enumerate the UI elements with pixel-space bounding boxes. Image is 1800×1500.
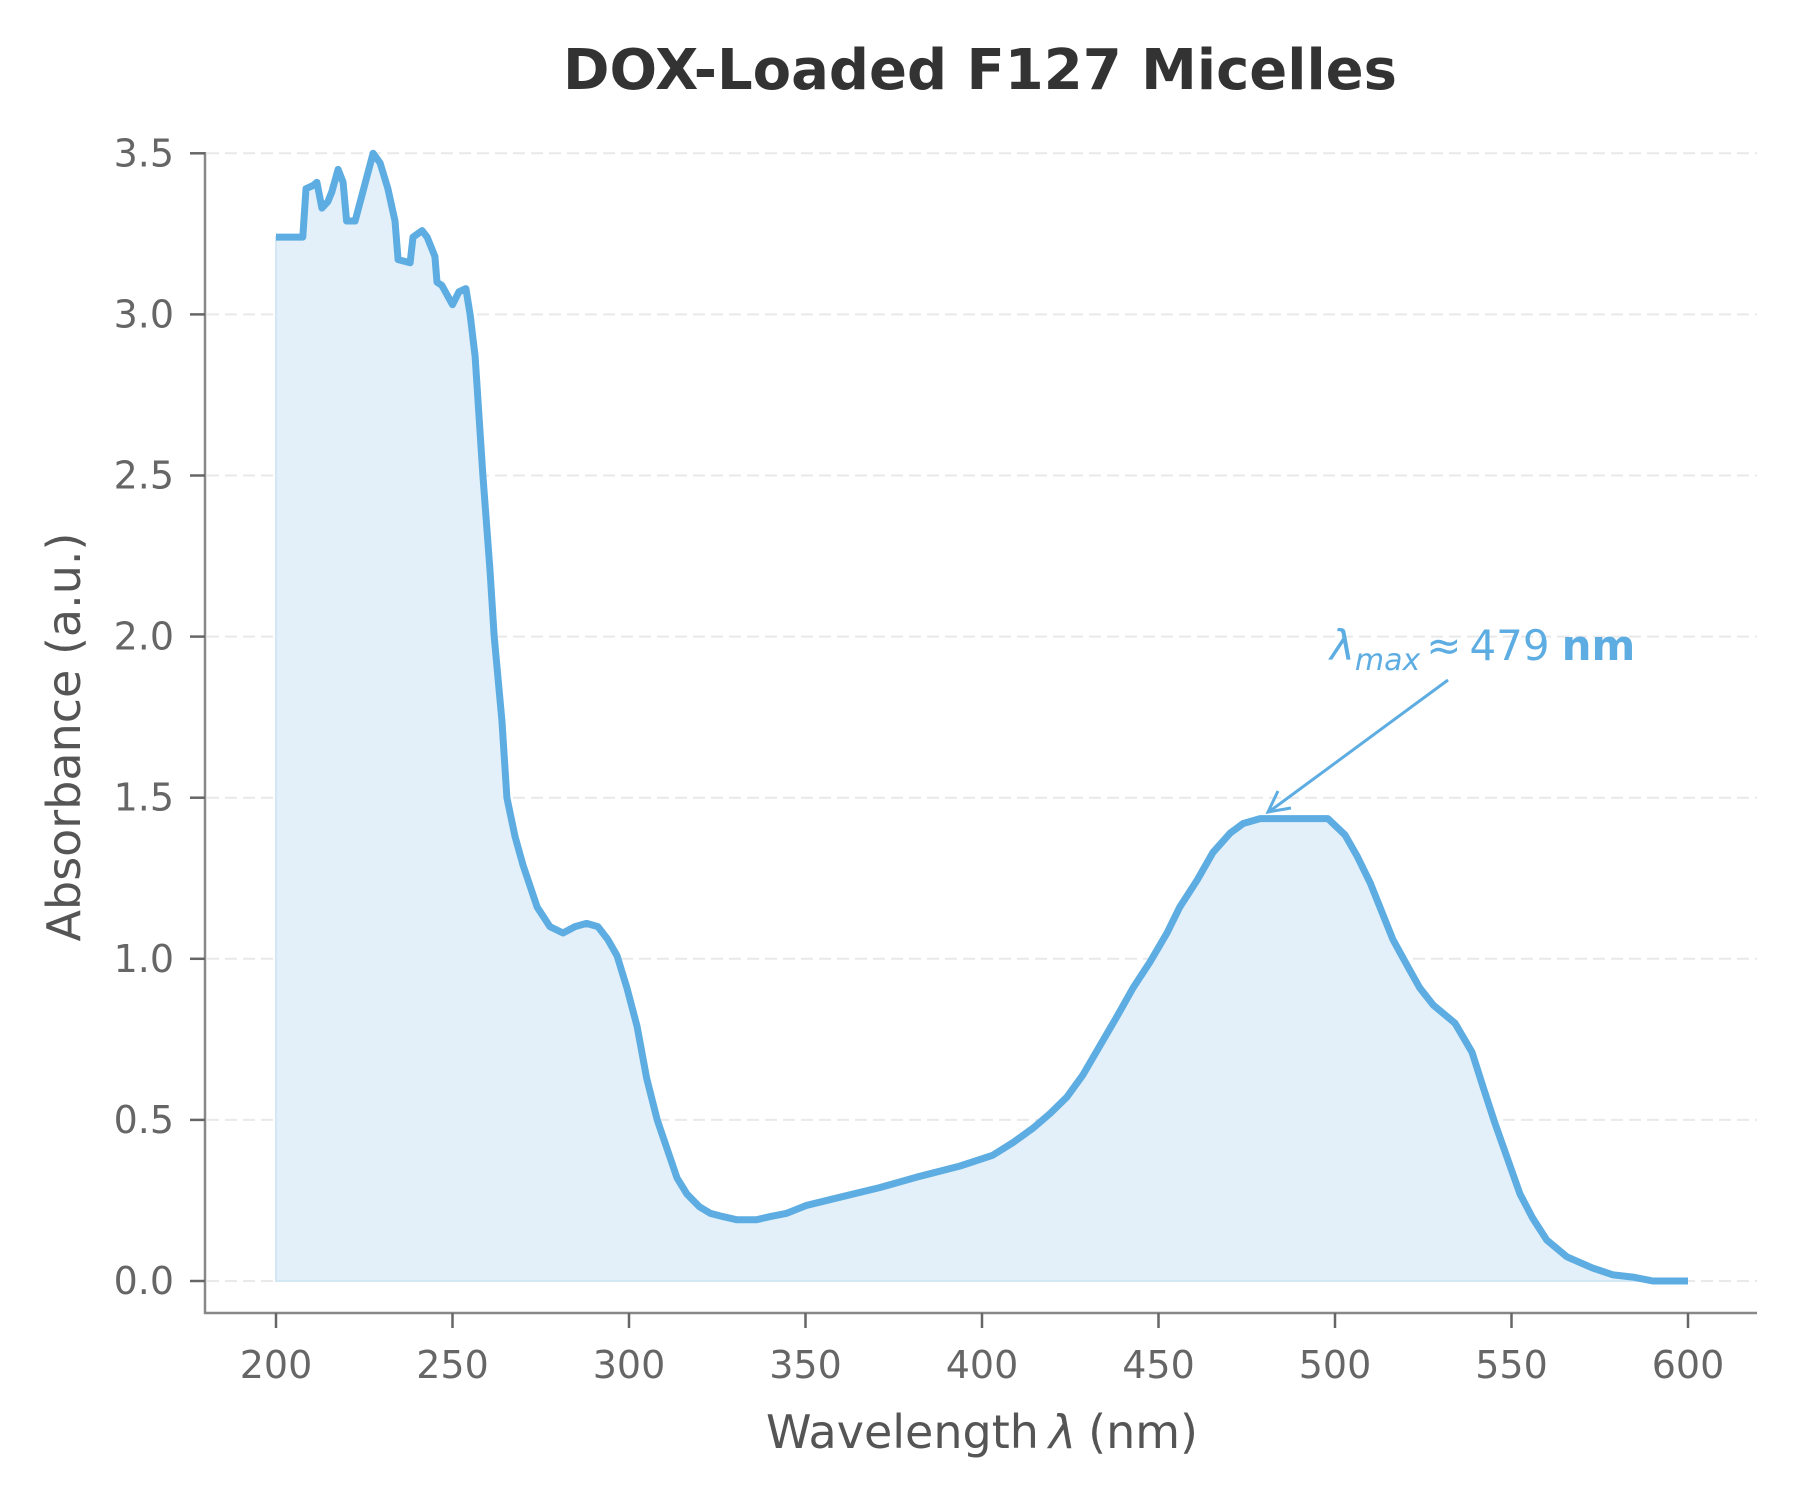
annotation-lambda: λ: [1328, 621, 1355, 670]
x-tick-label: 500: [1299, 1343, 1372, 1387]
area-fill: [275, 151, 1688, 1282]
x-tick-label: 600: [1652, 1343, 1725, 1387]
y-tick-label: 1.0: [114, 937, 174, 981]
x-axis-label-text: Wavelength: [766, 1405, 1039, 1459]
area-fill-path: [275, 151, 1688, 1282]
y-tick-label: 0.5: [114, 1098, 174, 1142]
lambda-max-annotation: λmax ≈479 nm: [1265, 621, 1635, 814]
y-axis-ticks: 0.0 0.5 1.0 1.5 2.0 2.5 3.0 3.5: [114, 131, 205, 1303]
x-axis-label: Wavelength λ (nm): [766, 1405, 1198, 1459]
x-tick-label: 350: [769, 1343, 842, 1387]
y-tick-label: 3.0: [114, 292, 174, 336]
chart-title: DOX-Loaded F127 Micelles: [563, 38, 1397, 103]
x-tick-label: 200: [240, 1343, 313, 1387]
annotation-text: λmax ≈479 nm: [1328, 621, 1635, 678]
x-tick-label: 250: [416, 1343, 489, 1387]
x-axis-unit: (nm): [1088, 1405, 1198, 1459]
absorbance-line: [276, 149, 1688, 1285]
x-tick-label: 300: [593, 1343, 666, 1387]
annotation-subscript: max: [1355, 643, 1421, 678]
annotation-value: 479: [1469, 621, 1549, 670]
y-tick-label: 1.5: [114, 776, 174, 820]
x-axis-ticks: 200 250 300 350 400 450 500 550 600: [240, 1313, 1725, 1387]
absorbance-line-path: [276, 149, 1688, 1285]
y-tick-label: 2.0: [114, 615, 174, 659]
y-tick-label: 3.5: [114, 131, 174, 175]
lambda-symbol: λ: [1046, 1405, 1076, 1459]
y-tick-label: 2.5: [114, 454, 174, 498]
annotation-approx: ≈: [1426, 621, 1461, 670]
x-tick-label: 550: [1475, 1343, 1548, 1387]
y-tick-label: 0.0: [114, 1259, 174, 1303]
annotation-unit: nm: [1562, 621, 1636, 670]
x-tick-label: 400: [946, 1343, 1019, 1387]
annotation-arrow-shaft: [1269, 678, 1449, 813]
x-tick-label: 450: [1122, 1343, 1195, 1387]
y-axis-label: Absorbance (a.u.): [37, 533, 91, 942]
arrow-head-icon: [1265, 790, 1292, 814]
